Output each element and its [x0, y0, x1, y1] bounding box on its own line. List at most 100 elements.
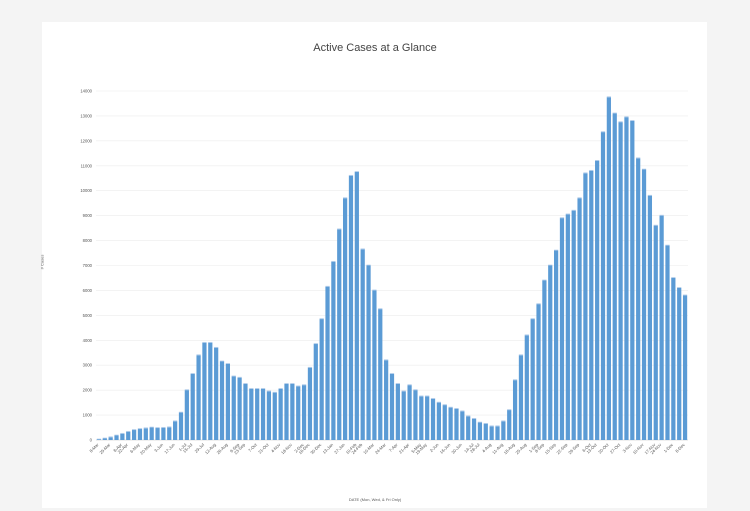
chart-title: Active Cases at a Glance — [313, 42, 437, 54]
bar-cap — [548, 264, 553, 266]
bar — [266, 391, 272, 440]
bar-cap — [536, 303, 541, 305]
bar-cap — [173, 420, 178, 422]
bar — [407, 385, 412, 440]
y-tick-label: 3000 — [83, 363, 93, 368]
bar — [677, 287, 682, 440]
bar-cap — [595, 160, 600, 161]
bar-cap — [489, 425, 494, 427]
y-tick-label: 5000 — [83, 313, 93, 318]
bar — [542, 280, 547, 440]
bar-cap — [524, 334, 529, 336]
bar-cap — [612, 112, 617, 114]
bar-cap — [471, 418, 477, 419]
y-tick-label: 0 — [90, 438, 93, 443]
bar — [190, 373, 195, 440]
x-tick-label: 4-Aug — [481, 442, 493, 454]
bar — [108, 437, 113, 440]
bar-cap — [319, 318, 324, 320]
bar-cap — [296, 385, 301, 387]
bar — [618, 122, 623, 441]
bar — [495, 426, 500, 440]
bar-cap — [641, 168, 647, 170]
bar — [143, 428, 148, 440]
bar-cap — [671, 277, 676, 278]
bar-cap — [495, 425, 500, 427]
bar-cap — [143, 427, 148, 429]
bar — [395, 383, 400, 440]
bar — [214, 347, 219, 440]
x-tick-label: 2-Jun — [429, 442, 440, 453]
bar — [477, 422, 483, 440]
bar — [243, 383, 248, 440]
x-tick-label: 28-Jul — [469, 442, 481, 454]
bar-cap — [501, 420, 506, 422]
bar — [208, 342, 213, 440]
x-tick-label: 25-Aug — [514, 442, 528, 456]
bar-cap — [120, 432, 125, 434]
x-tick-label: 8-Dec — [674, 442, 685, 453]
y-tick-label: 9000 — [83, 213, 93, 218]
y-tick-label: 13000 — [80, 113, 92, 118]
bar-cap — [272, 391, 277, 393]
bar-cap — [518, 354, 524, 356]
bar — [565, 214, 570, 440]
bar-cap — [389, 373, 395, 374]
bar — [301, 385, 307, 440]
bar-cap — [600, 131, 606, 133]
bar — [536, 304, 541, 440]
bar — [419, 396, 424, 440]
bar — [219, 361, 225, 440]
bar — [512, 380, 518, 440]
x-tick-label: 18-Aug — [503, 442, 517, 456]
bar — [278, 388, 283, 440]
bar-cap — [530, 318, 535, 320]
bar — [507, 410, 512, 440]
bar — [337, 229, 342, 440]
bar-cap — [366, 264, 371, 266]
bar — [448, 407, 453, 440]
bar-cap — [395, 383, 400, 384]
bar — [612, 113, 617, 440]
y-tick-label: 1000 — [83, 413, 93, 418]
bar-cap — [331, 260, 336, 262]
bar — [571, 210, 576, 440]
bar-cap — [325, 285, 330, 287]
bar-cap — [571, 209, 576, 211]
bar-cap — [407, 384, 412, 386]
bar-cap — [430, 398, 436, 399]
x-tick-label: 11-Aug — [491, 442, 504, 455]
bar-cap — [577, 197, 582, 199]
bar-cap — [512, 379, 518, 381]
bar-cap — [225, 363, 230, 364]
x-tick-label: 6-Oct — [581, 442, 592, 453]
bar-cap — [126, 430, 131, 432]
bar — [255, 388, 260, 440]
bar — [155, 428, 160, 440]
bar — [583, 173, 588, 440]
bar-cap — [219, 360, 225, 362]
bar — [131, 430, 137, 440]
bar — [554, 250, 559, 440]
bar-cap — [184, 389, 189, 391]
bar-cap — [208, 341, 213, 343]
bar-cap — [202, 341, 207, 343]
bar — [389, 373, 395, 440]
bar — [231, 376, 236, 440]
bar-cap — [313, 343, 318, 345]
x-tick-label: 8-Sep — [534, 442, 546, 454]
x-tick-label: 13-Jan — [321, 442, 334, 455]
bar-cap — [401, 390, 406, 392]
bar — [378, 309, 383, 440]
bar — [671, 277, 676, 440]
bar — [319, 319, 324, 440]
bar — [466, 416, 471, 440]
bar — [653, 225, 658, 440]
y-tick-label: 7000 — [83, 263, 93, 268]
bar — [114, 435, 119, 440]
y-tick-label: 12000 — [80, 138, 92, 143]
x-tick-label: 25-Mar — [98, 442, 111, 455]
bar-cap — [178, 411, 184, 413]
bar-cap — [149, 426, 154, 428]
